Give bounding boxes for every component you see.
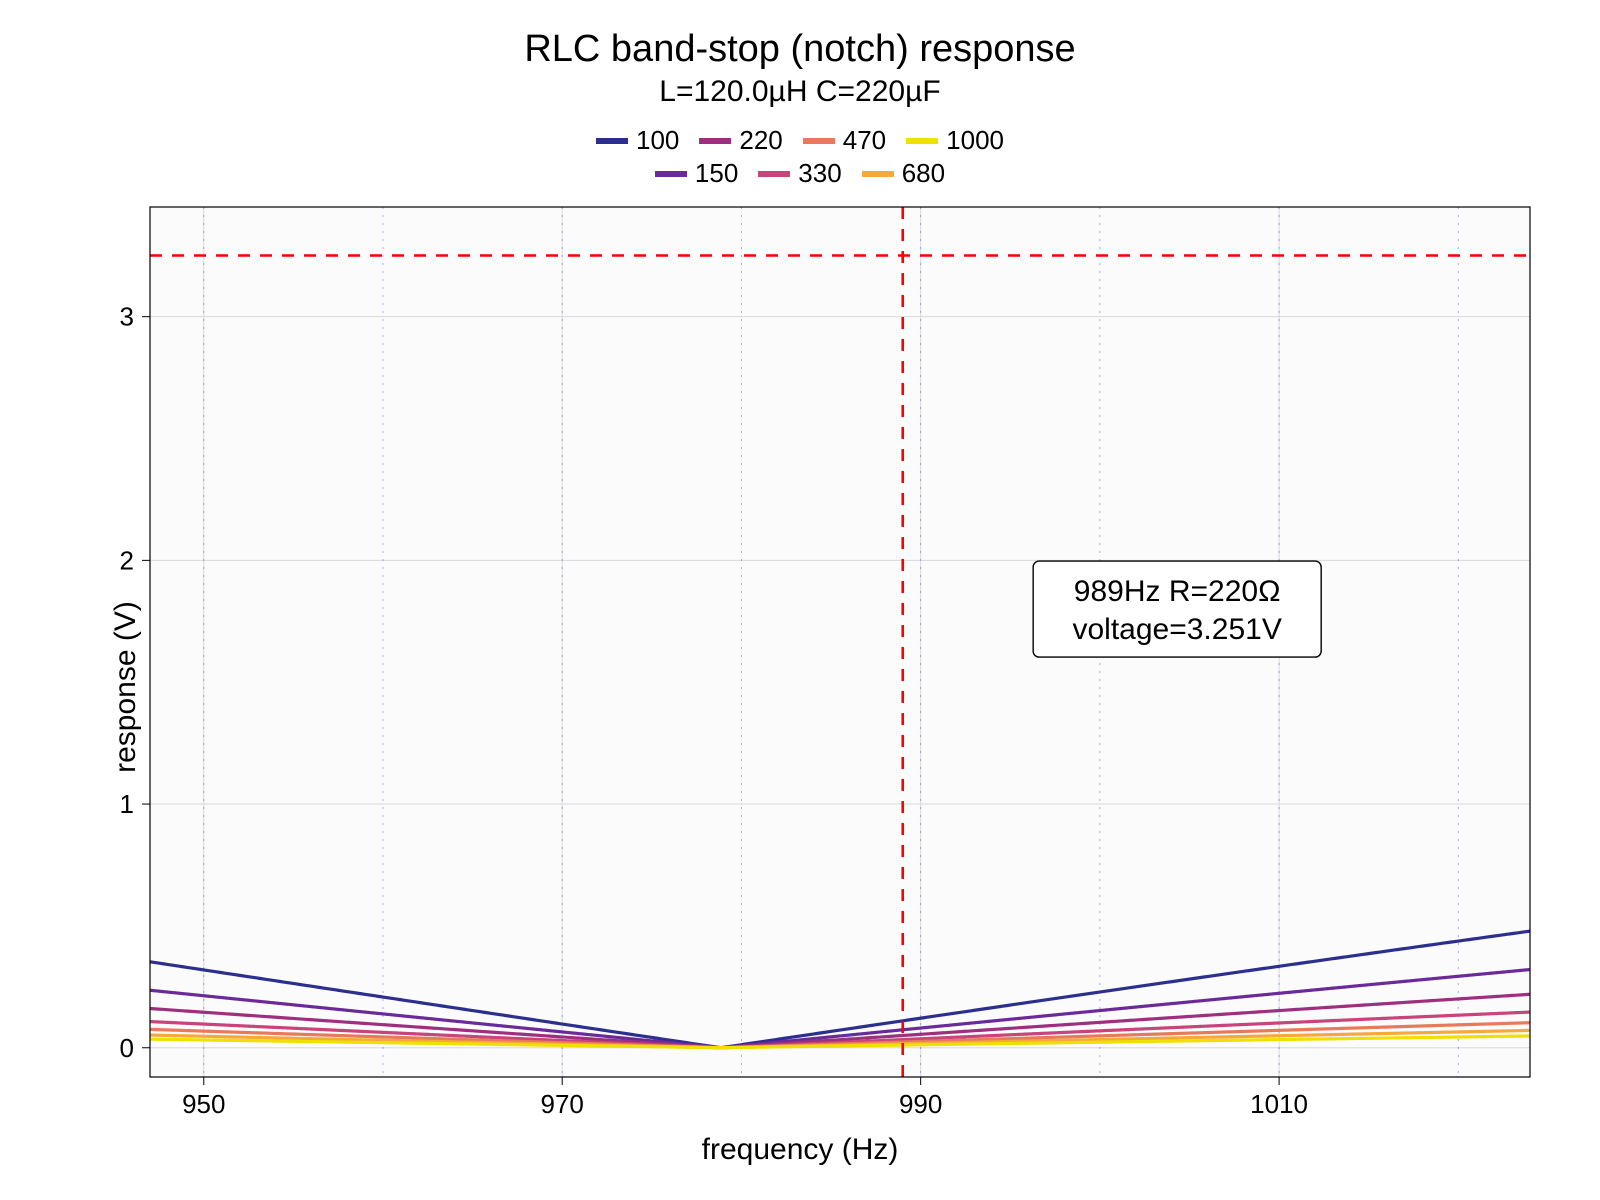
y-tick-label: 1 xyxy=(120,789,134,819)
legend-swatch xyxy=(699,138,731,144)
legend-label: 470 xyxy=(843,125,886,156)
legend-swatch xyxy=(758,171,790,177)
chart-subtitle: L=120.0µH C=220µF xyxy=(0,75,1600,109)
legend-label: 220 xyxy=(739,125,782,156)
legend-label: 330 xyxy=(798,158,841,189)
legend-label: 1000 xyxy=(946,125,1004,156)
y-tick-label: 3 xyxy=(120,302,134,332)
line-chart: 95097099010100123989Hz R=220Ωvoltage=3.2… xyxy=(150,207,1530,1127)
legend-label: 100 xyxy=(636,125,679,156)
legend-item: 220 xyxy=(699,125,782,156)
legend-item: 1000 xyxy=(906,125,1004,156)
x-tick-label: 970 xyxy=(541,1089,584,1119)
x-axis-label: frequency (Hz) xyxy=(40,1133,1560,1167)
legend-item: 150 xyxy=(655,158,738,189)
chart-title: RLC band-stop (notch) response xyxy=(0,28,1600,71)
legend-swatch xyxy=(655,171,687,177)
x-tick-label: 1010 xyxy=(1250,1089,1308,1119)
legend-item: 330 xyxy=(758,158,841,189)
y-axis-label: response (V) xyxy=(109,601,143,773)
legend-label: 150 xyxy=(695,158,738,189)
x-tick-label: 990 xyxy=(899,1089,942,1119)
y-tick-label: 0 xyxy=(120,1033,134,1063)
legend: 100 220 470 1000 150 330 680 xyxy=(0,125,1600,189)
legend-swatch xyxy=(862,171,894,177)
legend-swatch xyxy=(906,138,938,144)
legend-item: 470 xyxy=(803,125,886,156)
y-tick-label: 2 xyxy=(120,545,134,575)
legend-item: 100 xyxy=(596,125,679,156)
x-tick-label: 950 xyxy=(182,1089,225,1119)
legend-label: 680 xyxy=(902,158,945,189)
legend-swatch xyxy=(803,138,835,144)
annotation-line1: 989Hz R=220Ω xyxy=(1074,575,1281,608)
legend-swatch xyxy=(596,138,628,144)
legend-item: 680 xyxy=(862,158,945,189)
annotation-line2: voltage=3.251V xyxy=(1072,613,1281,646)
